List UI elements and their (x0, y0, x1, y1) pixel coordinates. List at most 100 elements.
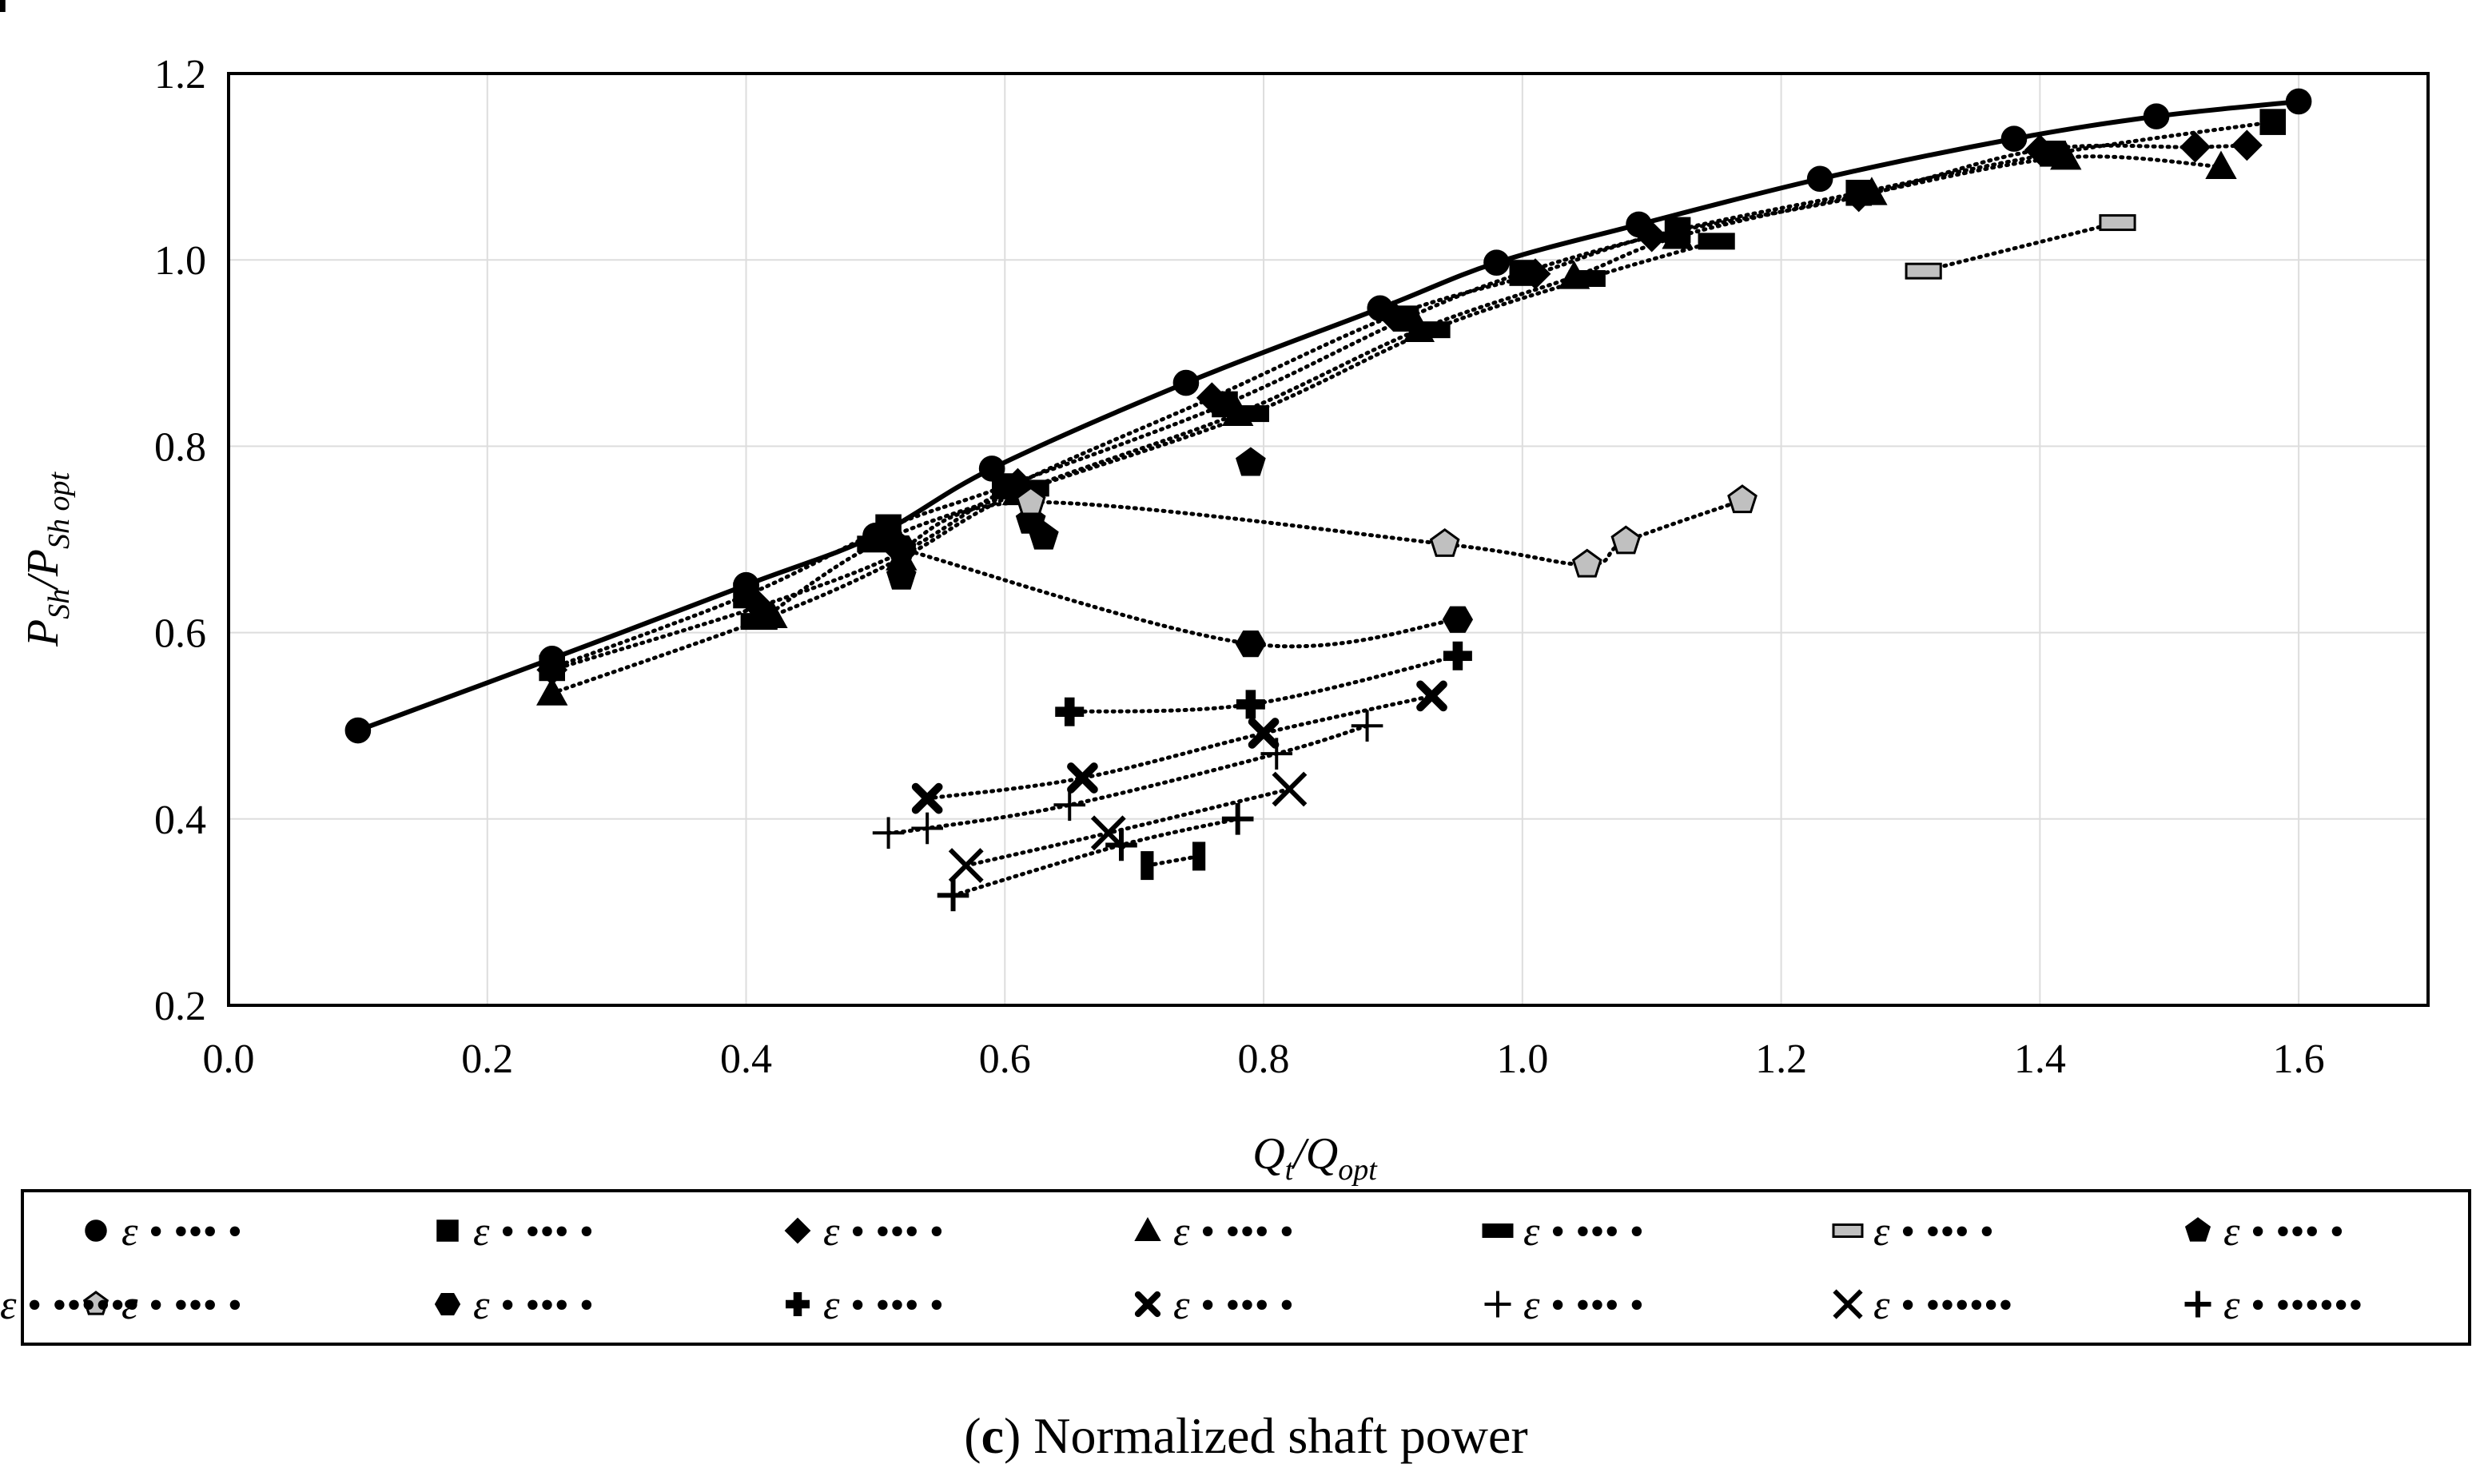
y-axis-title: PSh/PSh opt (18, 471, 76, 647)
x-tick-label: 1.6 (2273, 1036, 2325, 1082)
series-line (886, 723, 1370, 835)
data-point (948, 848, 984, 884)
data-point (1662, 220, 1694, 249)
data-point (344, 717, 372, 744)
data-point (1067, 762, 1098, 794)
legend-label: ε • ••• • (1173, 1209, 1294, 1255)
data-point (1519, 258, 1551, 290)
data-point (1442, 606, 1474, 633)
legend-item: ε • •••••• (2184, 1283, 2363, 1328)
legend-box (21, 1189, 2471, 1346)
y-tick-label: 0.2 (154, 984, 206, 1029)
data-point (872, 817, 905, 849)
legend-item: ε • ••• • (786, 1283, 944, 1328)
data-point (1429, 527, 1460, 557)
series-line (925, 694, 1435, 801)
data-point (937, 879, 969, 912)
legend-item: ε • ••• • (1134, 1283, 1294, 1328)
data-point (2285, 88, 2312, 115)
legend-label: ε • ••• • (473, 1209, 594, 1255)
data-point (82, 1291, 109, 1315)
legend-label: ε • •••••• (0, 1283, 139, 1328)
data-point (911, 812, 943, 845)
data-point (1053, 789, 1086, 822)
data-point (1832, 1223, 1864, 1238)
data-point (1905, 262, 1942, 280)
legend: ε • ••• • ε • ••• • ε • ••• • ε • ••• • ε • … (0, 0, 2363, 1328)
legend-label: ε • ••• • (121, 1209, 242, 1255)
series-line (1921, 221, 2120, 273)
x-tick-label: 0.8 (1238, 1036, 1290, 1082)
legend-item: ε • ••• • (82, 1283, 242, 1328)
plot-frame (227, 72, 2430, 1007)
legend-item: ε • •••••• (1833, 1283, 2012, 1328)
data-point (1482, 1223, 1514, 1238)
data-point (786, 1292, 810, 1316)
caption-label: c (981, 1407, 1004, 1464)
data-point (1351, 710, 1383, 742)
legend-label: ε • •••••• (1873, 1283, 2012, 1328)
data-point (1235, 630, 1267, 658)
legend-item: ε • ••• • (1134, 1209, 1294, 1255)
data-point (740, 613, 778, 631)
y-tick-labels: 0.2 0.4 0.6 0.8 1.0 1.2 (154, 52, 206, 1029)
legend-label: ε • ••• • (2223, 1209, 2344, 1255)
x-tick-labels: 0.0 0.2 0.4 0.6 0.8 1.0 1.2 1.4 1.6 (203, 1036, 2325, 1082)
legend-label: ε • •••••• (2223, 1283, 2363, 1328)
x-tick-label: 0.4 (720, 1036, 772, 1082)
data-point (1443, 641, 1472, 670)
data-point (1196, 382, 1228, 414)
series-line (550, 120, 2275, 670)
data-point (1413, 321, 1451, 339)
legend-item: ε • ••• • (436, 1209, 594, 1255)
series-line (1144, 853, 1201, 868)
data-point (1698, 233, 1735, 250)
data-point (1055, 697, 1085, 726)
legend-item: ε • •••••• (0, 0, 139, 1328)
legend-label: ε • ••• • (121, 1283, 242, 1328)
x-tick-label: 0.6 (979, 1036, 1031, 1082)
legend-item: ε • ••• • (1482, 1209, 1644, 1255)
data-point (1568, 270, 1606, 288)
data-point (886, 560, 917, 590)
y-tick-label: 0.8 (154, 424, 206, 470)
figure-caption: (c) Normalized shaft power (964, 1407, 1528, 1464)
data-point (1192, 841, 1206, 871)
series-line (964, 786, 1292, 868)
x-tick-label: 0.0 (203, 1036, 255, 1082)
data-point (1134, 1216, 1161, 1241)
data-point (911, 782, 943, 814)
legend-item: ε • ••• • (1832, 1209, 1994, 1255)
legend-label: ε • ••• • (823, 1283, 944, 1328)
series-markers (344, 88, 2312, 912)
data-point (2099, 214, 2136, 232)
data-point (1377, 300, 1409, 332)
data-point (1571, 548, 1602, 578)
legend-item: ε • ••• • (1484, 1283, 1644, 1328)
data-point (1134, 1291, 1161, 1318)
data-point (2231, 129, 2263, 161)
legend-item: ε • ••• • (784, 1209, 944, 1255)
data-point (1483, 249, 1510, 276)
y-tick-label: 1.0 (154, 238, 206, 284)
data-point (1015, 486, 1046, 515)
data-point (2024, 134, 2056, 166)
data-point (1260, 738, 1293, 770)
data-point (1636, 221, 1668, 253)
data-point (1232, 405, 1269, 423)
x-tick-label: 1.0 (1496, 1036, 1548, 1082)
data-point (1484, 1291, 1511, 1318)
series-line (356, 98, 2299, 733)
data-point (2000, 125, 2028, 152)
data-point (886, 535, 917, 563)
data-point (784, 1217, 811, 1244)
legend-item: ε • ••• • (434, 1283, 594, 1328)
legend-label: ε • ••• • (1173, 1283, 1294, 1328)
legend-item: ε • ••• • (85, 1209, 242, 1255)
data-point (1416, 680, 1447, 712)
legend-label: ε • ••• • (1523, 1209, 1644, 1255)
data-point (1610, 525, 1642, 555)
x-tick-label: 0.2 (461, 1036, 513, 1082)
series-lines (356, 98, 2299, 897)
